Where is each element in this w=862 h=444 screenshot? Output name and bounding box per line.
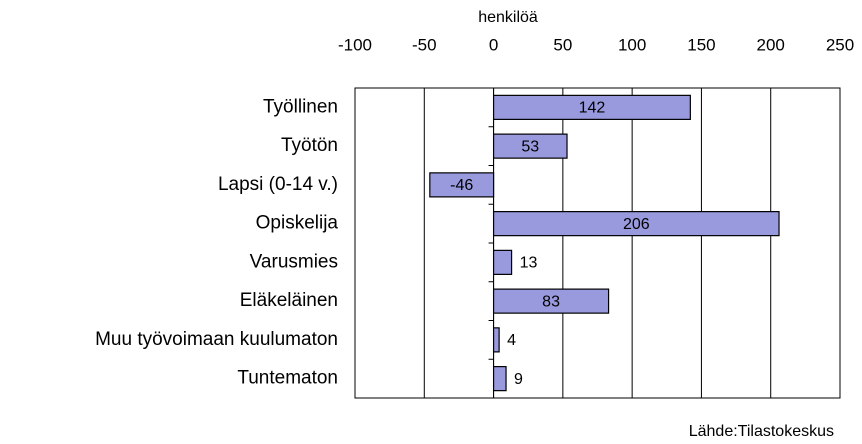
category-label: Lapsi (0-14 v.) [218, 174, 338, 195]
value-label: -46 [450, 177, 473, 194]
value-label: 9 [514, 371, 523, 388]
x-tick-label: 0 [489, 35, 498, 54]
x-tick-label: 250 [826, 35, 854, 54]
bar [492, 94, 691, 120]
value-label: 83 [542, 293, 560, 310]
category-label: Muu työvoimaan kuulumaton [95, 329, 338, 350]
x-tick-label: 50 [553, 35, 572, 54]
x-tick-label: 150 [687, 35, 715, 54]
x-tick-label: 100 [618, 35, 646, 54]
x-tick-label: -50 [412, 35, 437, 54]
category-label: Tuntematon [237, 368, 338, 389]
category-label: Varusmies [250, 251, 338, 272]
x-tick-label: 200 [757, 35, 785, 54]
source: Lähde:Tilastokeskus [689, 423, 834, 440]
category-label: Työllinen [263, 96, 338, 117]
value-label: 53 [521, 138, 539, 155]
bar [429, 172, 495, 198]
category-label: Opiskelija [256, 213, 339, 234]
bar [492, 211, 780, 237]
bar [492, 366, 507, 392]
bar [492, 133, 568, 159]
value-label: 142 [579, 100, 606, 117]
bar [492, 288, 610, 314]
bar [492, 327, 500, 353]
category-label: Työtön [281, 135, 338, 156]
value-label: 4 [507, 332, 516, 349]
value-label: 206 [623, 216, 650, 233]
axis-label: henkilöä [478, 9, 538, 26]
value-label: 13 [520, 255, 538, 272]
category-label: Eläkeläinen [240, 290, 338, 311]
plot-frame [354, 87, 841, 399]
bar [492, 249, 513, 275]
x-tick-label: -100 [338, 35, 372, 54]
